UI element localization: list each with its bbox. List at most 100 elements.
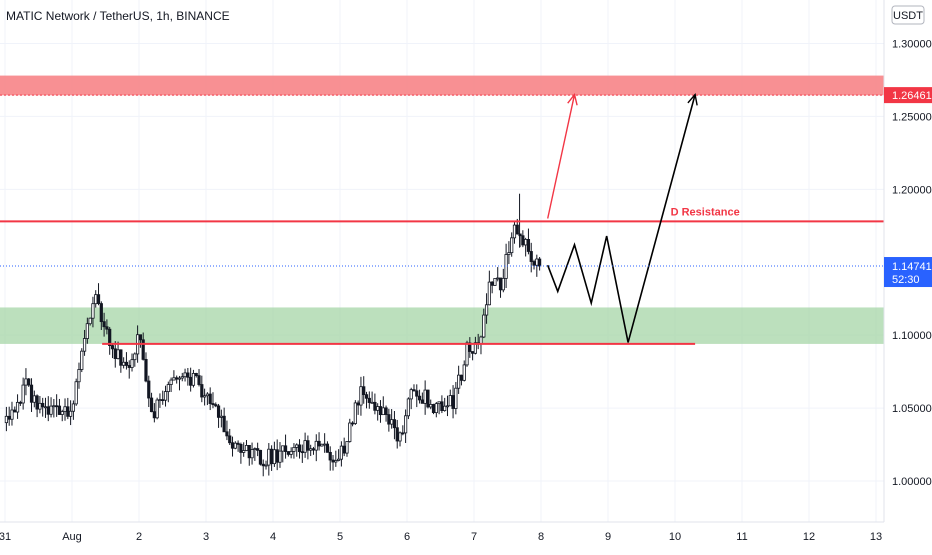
candle-body [127, 365, 131, 368]
candle [169, 377, 173, 393]
candle [295, 443, 299, 457]
candle [94, 290, 98, 308]
candle [409, 387, 413, 410]
candle-body [180, 376, 184, 379]
candle-body [417, 395, 422, 401]
candle [189, 367, 193, 392]
candle [119, 349, 123, 373]
x-tick-label: 7 [471, 531, 477, 543]
candle-body [493, 278, 497, 286]
candle-body [169, 379, 173, 385]
y-tick-label: 1.25000 [892, 111, 932, 123]
time-scale[interactable]: 31 Aug 2 3 4 5 6 7 8 9 10 11 12 13 [0, 531, 882, 543]
candle-body [225, 431, 229, 437]
candle [152, 403, 156, 423]
candle [27, 378, 31, 387]
candle-body [261, 463, 265, 467]
candle [431, 403, 436, 415]
candle-body [155, 399, 159, 419]
candle-body [13, 409, 17, 413]
candle [147, 375, 151, 408]
candle [203, 388, 207, 406]
candle-body [105, 326, 109, 330]
candle-body [175, 377, 179, 380]
currency-selector[interactable]: USDT [891, 5, 925, 25]
candle-body [325, 443, 330, 453]
drawing-layer[interactable]: D Resistance [0, 92, 884, 345]
candle [256, 442, 260, 457]
target-price-badge-bg [884, 87, 932, 104]
projection-path-black[interactable] [546, 94, 696, 343]
candle-body [462, 364, 466, 381]
candle [532, 259, 536, 270]
candle [211, 392, 215, 409]
price-scale[interactable]: 1.30000 1.25000 1.20000 1.10000 1.05000 1.000… [892, 39, 932, 489]
candle-body [434, 403, 438, 414]
candle [219, 409, 223, 428]
x-tick-label: 9 [605, 531, 611, 543]
candle-body [236, 442, 240, 445]
candle [529, 242, 533, 273]
candle-body [219, 415, 223, 418]
candle-body [66, 406, 70, 417]
candle [334, 450, 338, 467]
candle-body [331, 459, 335, 463]
x-tick-label: 13 [870, 531, 882, 543]
candle [398, 431, 402, 447]
candle-body [80, 350, 84, 370]
candle [18, 400, 22, 406]
candle-body [119, 349, 123, 366]
candle-body [498, 277, 503, 291]
candle [420, 392, 424, 404]
candle [177, 375, 182, 391]
candle-body [149, 397, 154, 413]
candle-body [253, 448, 257, 450]
candle [353, 400, 357, 425]
projection-arrow-red[interactable] [547, 94, 576, 219]
candle-body [350, 422, 355, 425]
candle [378, 400, 383, 423]
candle [297, 439, 302, 459]
candle [507, 241, 511, 264]
candle [175, 375, 179, 384]
x-tick-label: 8 [538, 531, 544, 543]
candle [484, 293, 489, 324]
candle-body [96, 294, 101, 304]
candle [66, 397, 70, 420]
candle-body [521, 235, 525, 246]
candle-body [342, 445, 346, 454]
candle [161, 390, 165, 405]
x-tick-label: 5 [337, 531, 343, 543]
countdown-text: 52:30 [892, 274, 920, 286]
candle-body [437, 401, 441, 405]
candle-body [482, 314, 486, 338]
candle-body [272, 449, 276, 465]
candle-body [43, 406, 48, 409]
candle-body [300, 451, 304, 454]
candle-body [71, 403, 75, 412]
candle-body [353, 402, 357, 424]
candle [482, 308, 486, 339]
resistance-zone[interactable] [0, 75, 884, 96]
candle [46, 396, 50, 422]
candle [479, 335, 483, 355]
candle-body [507, 252, 511, 255]
candle [362, 376, 366, 404]
candle [278, 442, 282, 468]
candle [490, 281, 494, 294]
candle [57, 398, 62, 415]
candle [110, 343, 115, 359]
candle [406, 397, 410, 420]
candle-body [459, 374, 464, 381]
candle [457, 365, 461, 394]
x-tick-label: 6 [404, 531, 410, 543]
candle-body [440, 401, 444, 412]
candle [462, 360, 466, 382]
candle-body [222, 415, 226, 433]
candle [395, 419, 399, 449]
candle [459, 374, 464, 386]
candle-body [46, 406, 50, 415]
resistance-label: D Resistance [671, 206, 740, 218]
support-zone[interactable] [0, 307, 884, 344]
